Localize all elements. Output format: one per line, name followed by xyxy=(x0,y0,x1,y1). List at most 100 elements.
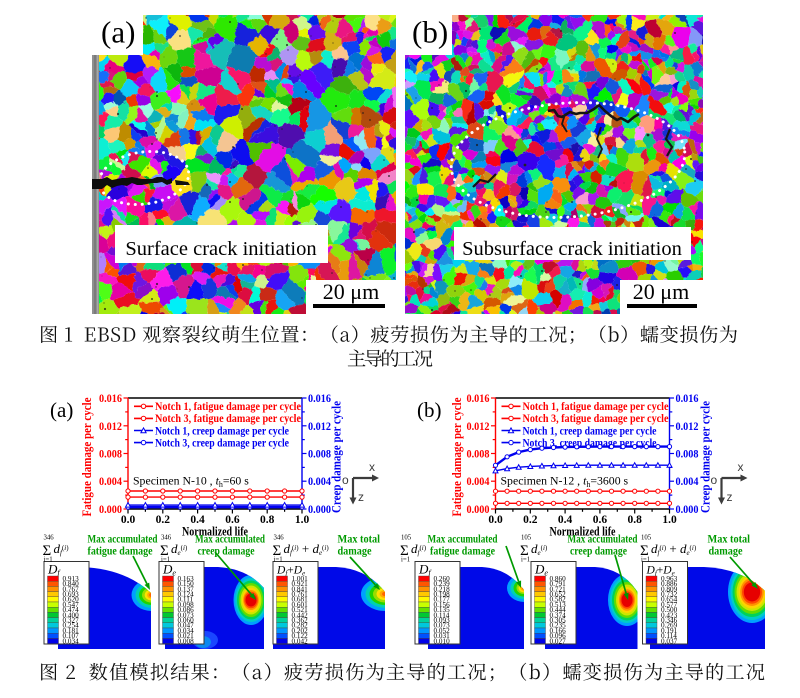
svg-text:0.124: 0.124 xyxy=(178,591,195,599)
svg-text:0.423: 0.423 xyxy=(661,611,678,619)
svg-text:0.008: 0.008 xyxy=(676,449,699,461)
svg-text:Creep damage per cycle: Creep damage per cycle xyxy=(698,401,713,513)
svg-text:0.111: 0.111 xyxy=(178,596,194,604)
svg-text:0.202: 0.202 xyxy=(292,627,309,635)
svg-text:0.913: 0.913 xyxy=(63,575,80,583)
svg-text:0.4: 0.4 xyxy=(190,514,205,526)
svg-text:Fatigue damage per cycle: Fatigue damage per cycle xyxy=(79,397,94,516)
svg-text:0.0: 0.0 xyxy=(121,514,136,526)
svg-text:df(i) + de(i): df(i) + de(i) xyxy=(284,541,330,557)
svg-text:0.114: 0.114 xyxy=(661,632,677,640)
svg-text:0.791: 0.791 xyxy=(550,580,567,588)
svg-text:0.218: 0.218 xyxy=(434,585,451,593)
svg-text:i=1: i=1 xyxy=(161,557,170,564)
svg-text:0.400: 0.400 xyxy=(63,611,80,619)
svg-text:de(i): de(i) xyxy=(171,541,188,557)
svg-text:0.021: 0.021 xyxy=(178,632,195,640)
svg-text:1.001: 1.001 xyxy=(292,575,309,583)
svg-text:0.963: 0.963 xyxy=(661,575,678,583)
svg-text:0.000: 0.000 xyxy=(676,504,699,516)
svg-text:0.521: 0.521 xyxy=(292,606,309,614)
svg-text:Normalized life: Normalized life xyxy=(550,525,616,539)
svg-text:Max accumulated: Max accumulated xyxy=(88,532,158,546)
svg-text:Σ: Σ xyxy=(273,543,282,559)
svg-text:Max accumulated: Max accumulated xyxy=(195,532,265,546)
svg-text:105: 105 xyxy=(401,535,412,542)
svg-text:0.654: 0.654 xyxy=(661,596,678,604)
svg-text:0.012: 0.012 xyxy=(308,421,331,433)
svg-text:0.254: 0.254 xyxy=(63,622,80,630)
svg-text:0.582: 0.582 xyxy=(550,596,567,604)
svg-text:0.016: 0.016 xyxy=(99,393,122,405)
svg-text:0.010: 0.010 xyxy=(434,637,451,645)
svg-text:0.031: 0.031 xyxy=(434,632,451,640)
svg-text:i=1: i=1 xyxy=(641,557,650,564)
svg-text:df(i) + de(i): df(i) + de(i) xyxy=(651,541,697,557)
svg-text:0.652: 0.652 xyxy=(550,591,567,599)
svg-text:0.305: 0.305 xyxy=(550,617,567,625)
svg-text:0.841: 0.841 xyxy=(292,585,309,593)
svg-text:Max total: Max total xyxy=(338,532,381,546)
svg-text:0.073: 0.073 xyxy=(434,622,451,630)
svg-text:0.761: 0.761 xyxy=(292,591,309,599)
svg-text:Σ: Σ xyxy=(640,543,649,559)
svg-text:0.235: 0.235 xyxy=(550,622,567,630)
svg-text:0.732: 0.732 xyxy=(661,591,678,599)
svg-text:0.327: 0.327 xyxy=(63,617,80,625)
svg-text:0.016: 0.016 xyxy=(467,393,490,405)
svg-text:Σ: Σ xyxy=(160,543,169,559)
svg-text:fatigue damage: fatigue damage xyxy=(88,544,154,558)
svg-text:z: z xyxy=(358,490,364,504)
svg-text:z: z xyxy=(727,490,733,504)
svg-text:0.073: 0.073 xyxy=(178,611,195,619)
svg-text:0.2: 0.2 xyxy=(156,514,171,526)
svg-text:105: 105 xyxy=(641,535,652,542)
svg-text:0.840: 0.840 xyxy=(63,580,80,588)
svg-text:0.004: 0.004 xyxy=(467,476,490,488)
svg-text:0.577: 0.577 xyxy=(661,601,678,609)
svg-text:(a): (a) xyxy=(50,398,73,422)
svg-text:0.8: 0.8 xyxy=(260,514,275,526)
svg-text:0.2: 0.2 xyxy=(523,514,538,526)
svg-text:0.444: 0.444 xyxy=(550,606,567,614)
svg-text:0.921: 0.921 xyxy=(292,580,309,588)
svg-text:346: 346 xyxy=(161,535,172,542)
svg-text:Max accumulated: Max accumulated xyxy=(428,532,498,546)
svg-text:creep damage: creep damage xyxy=(570,544,628,558)
svg-text:Df+De: Df+De xyxy=(276,565,305,578)
svg-text:x: x xyxy=(738,460,744,474)
svg-text:creep damage: creep damage xyxy=(198,544,256,558)
svg-text:0.177: 0.177 xyxy=(434,596,451,604)
svg-text:0.122: 0.122 xyxy=(292,632,309,640)
svg-text:0.4: 0.4 xyxy=(558,514,573,526)
svg-text:0.198: 0.198 xyxy=(434,591,451,599)
svg-text:0.693: 0.693 xyxy=(63,591,80,599)
svg-text:Max total: Max total xyxy=(708,532,751,546)
svg-text:damage: damage xyxy=(709,544,744,558)
svg-text:0.181: 0.181 xyxy=(63,627,80,635)
svg-text:0.282: 0.282 xyxy=(292,622,309,630)
svg-text:Df+De: Df+De xyxy=(646,565,675,578)
svg-text:(b): (b) xyxy=(417,398,442,422)
svg-text:0.362: 0.362 xyxy=(292,617,309,625)
svg-text:0.012: 0.012 xyxy=(467,421,490,433)
svg-text:20 μm: 20 μm xyxy=(323,279,379,304)
svg-text:0.008: 0.008 xyxy=(178,637,195,645)
svg-text:0.166: 0.166 xyxy=(550,627,567,635)
svg-text:i=1: i=1 xyxy=(44,557,53,564)
svg-text:0.008: 0.008 xyxy=(99,449,122,461)
svg-text:0.767: 0.767 xyxy=(63,585,80,593)
svg-text:0.374: 0.374 xyxy=(550,611,567,619)
svg-text:0.012: 0.012 xyxy=(676,421,699,433)
svg-text:0.000: 0.000 xyxy=(99,504,122,516)
svg-text:0.886: 0.886 xyxy=(661,580,678,588)
svg-text:0.016: 0.016 xyxy=(308,393,331,405)
svg-text:0.004: 0.004 xyxy=(99,476,122,488)
svg-text:Notch 3, fatigue damage per cy: Notch 3, fatigue damage per cycle xyxy=(155,413,301,425)
svg-text:Notch 1, creep damage per cycl: Notch 1, creep damage per cycle xyxy=(155,425,289,437)
svg-text:0.096: 0.096 xyxy=(550,632,567,640)
svg-text:Subsurface crack initiation: Subsurface crack initiation xyxy=(462,238,682,260)
svg-text:0.163: 0.163 xyxy=(178,575,195,583)
svg-text:0.156: 0.156 xyxy=(434,601,451,609)
svg-text:i=1: i=1 xyxy=(521,557,530,564)
